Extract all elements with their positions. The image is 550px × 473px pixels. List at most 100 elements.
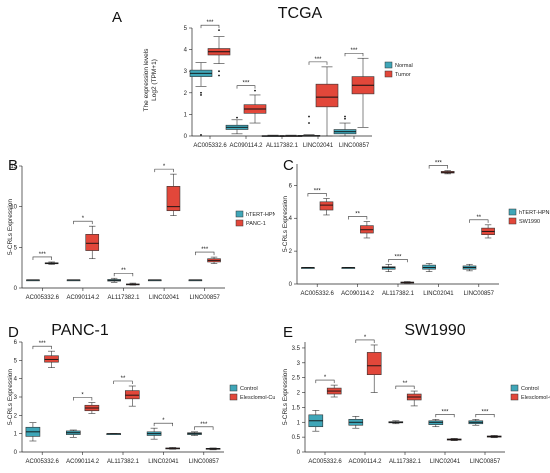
y-tick-label: 1.5: [292, 405, 301, 411]
box-elesclomol-cu: [44, 355, 59, 363]
significance-bracket: [307, 193, 327, 197]
panel-letter: B: [8, 157, 18, 174]
significance-bracket: [344, 52, 364, 57]
significance-bracket: [348, 216, 368, 220]
x-tick-label: AL117382.1: [389, 459, 422, 465]
legend-swatch: [229, 393, 238, 401]
significance-label: **: [403, 381, 408, 387]
y-tick-label: 2.5: [292, 376, 301, 382]
outlier-point: [200, 94, 202, 96]
significance-label: *: [81, 393, 84, 399]
significance-bracket: [153, 422, 173, 427]
y-tick-label: 0: [14, 286, 18, 292]
panel-title: PANC-1: [51, 322, 109, 339]
y-tick-label: 3.5: [292, 346, 301, 352]
legend-label: hTERT-HPNE: [519, 210, 550, 216]
y-tick-label: 4: [184, 48, 188, 54]
y-tick-label: 10: [10, 205, 17, 211]
significance-bracket: [435, 413, 455, 418]
significance-bracket: [475, 413, 495, 418]
panel-d-svg: D PANC-1 5-CRLs Expression 0 1 2 3 4 5 6 AC005332.…: [7, 322, 275, 465]
y-tick-label: 15: [10, 164, 17, 170]
significance-label: ***: [39, 252, 47, 258]
significance-label: ***: [314, 57, 322, 63]
box-tumor: [315, 83, 339, 108]
x-tick-label: AC005332.6: [308, 459, 342, 465]
legend-label: Elesclomol-Cu: [521, 395, 550, 401]
significance-label: ***: [314, 189, 322, 195]
significance-bracket: [113, 380, 133, 384]
significance-bracket: [32, 256, 52, 260]
panel-letter: A: [112, 9, 122, 26]
x-tick-label: AC005332.6: [26, 459, 60, 465]
legend-label: Elesclomol-Cu: [240, 395, 275, 401]
outlier-point: [200, 134, 202, 136]
y-tick-label: 6: [14, 340, 18, 346]
panel-title: TCGA: [278, 5, 323, 22]
y-tick-label: 5: [14, 358, 18, 364]
box-sw1990: [319, 201, 334, 211]
box-elesclomol-cu: [366, 352, 382, 376]
y-tick-label: 5: [14, 245, 18, 251]
panel-letter: D: [8, 324, 19, 341]
panel-b-svg: B5-CRLs Expression051015AC005332.6***AC0…: [7, 157, 275, 301]
y-tick-label: 3: [14, 395, 18, 401]
significance-bracket: [315, 379, 335, 384]
legend-swatch: [510, 384, 519, 392]
legend-label: Control: [240, 386, 258, 392]
significance-label: **: [355, 212, 360, 218]
x-tick-label: AC090114.2: [230, 143, 264, 149]
y-tick-label: 6: [289, 183, 293, 189]
x-tick-label: LINC02041: [423, 291, 454, 297]
outlier-point: [200, 91, 202, 94]
significance-bracket: [388, 258, 408, 263]
legend-swatch: [508, 208, 517, 216]
outlier-point: [344, 117, 346, 120]
panel-a-chart: A TCGA The expression levels Log2 (TPM+1) 0 1…: [0, 0, 550, 156]
x-tick-label: LINC00857: [464, 291, 495, 297]
significance-label: **: [121, 268, 126, 274]
y-axis-label: 5-CRLs Expression: [282, 196, 289, 252]
legend-swatch: [384, 70, 393, 78]
panel-c-svg: C 5-CRLs Expression 0 2 4 6 AC005332.6 *** AC090…: [282, 157, 550, 297]
legend-swatch: [235, 219, 244, 227]
significance-label: ***: [201, 247, 209, 253]
significance-label: ***: [481, 409, 489, 415]
y-axis-label: 5-CRLs Expression: [7, 369, 14, 425]
x-tick-label: AL117382.1: [266, 143, 299, 149]
significance-bracket: [308, 61, 328, 65]
x-tick-label: LINC00857: [190, 295, 221, 301]
significance-label: ***: [441, 409, 449, 415]
outlier-point: [236, 116, 238, 119]
significance-bracket: [236, 85, 256, 89]
significance-label: *: [364, 335, 367, 341]
x-tick-label: LINC00857: [470, 459, 501, 465]
x-tick-label: LINC00857: [339, 143, 370, 149]
significance-label: **: [476, 215, 481, 221]
y-tick-label: 0: [297, 450, 301, 456]
legend-swatch: [235, 210, 244, 218]
significance-label: ***: [242, 81, 250, 87]
x-tick-label: AC090114.2: [66, 295, 100, 301]
significance-bracket: [195, 251, 215, 256]
x-tick-label: AC005332.6: [301, 291, 335, 297]
significance-label: ***: [39, 341, 47, 347]
significance-bracket: [113, 272, 134, 277]
significance-label: ***: [435, 161, 443, 167]
y-axis-label: 5-CRLs Expression: [7, 199, 14, 255]
x-tick-label: LINC02041: [149, 295, 180, 301]
x-tick-label: AL117382.1: [108, 295, 141, 301]
panel-b-chart: B 5-CRLs Expression 0 5 10 15 AC005332.6 *** AC0…: [0, 152, 275, 310]
box-panc-1: [166, 186, 181, 212]
significance-bracket: [154, 168, 174, 173]
y-tick-label: 2: [289, 249, 293, 255]
legend-swatch: [384, 61, 393, 69]
y-tick-label: 1: [297, 420, 301, 426]
legend-label: Tumor: [395, 72, 411, 78]
outlier-point: [254, 89, 256, 92]
y-tick-label: 2: [184, 91, 188, 97]
significance-bracket: [73, 220, 93, 225]
legend-swatch: [508, 217, 517, 225]
significance-label: ***: [206, 20, 214, 26]
y-tick-label: 4: [289, 216, 293, 222]
